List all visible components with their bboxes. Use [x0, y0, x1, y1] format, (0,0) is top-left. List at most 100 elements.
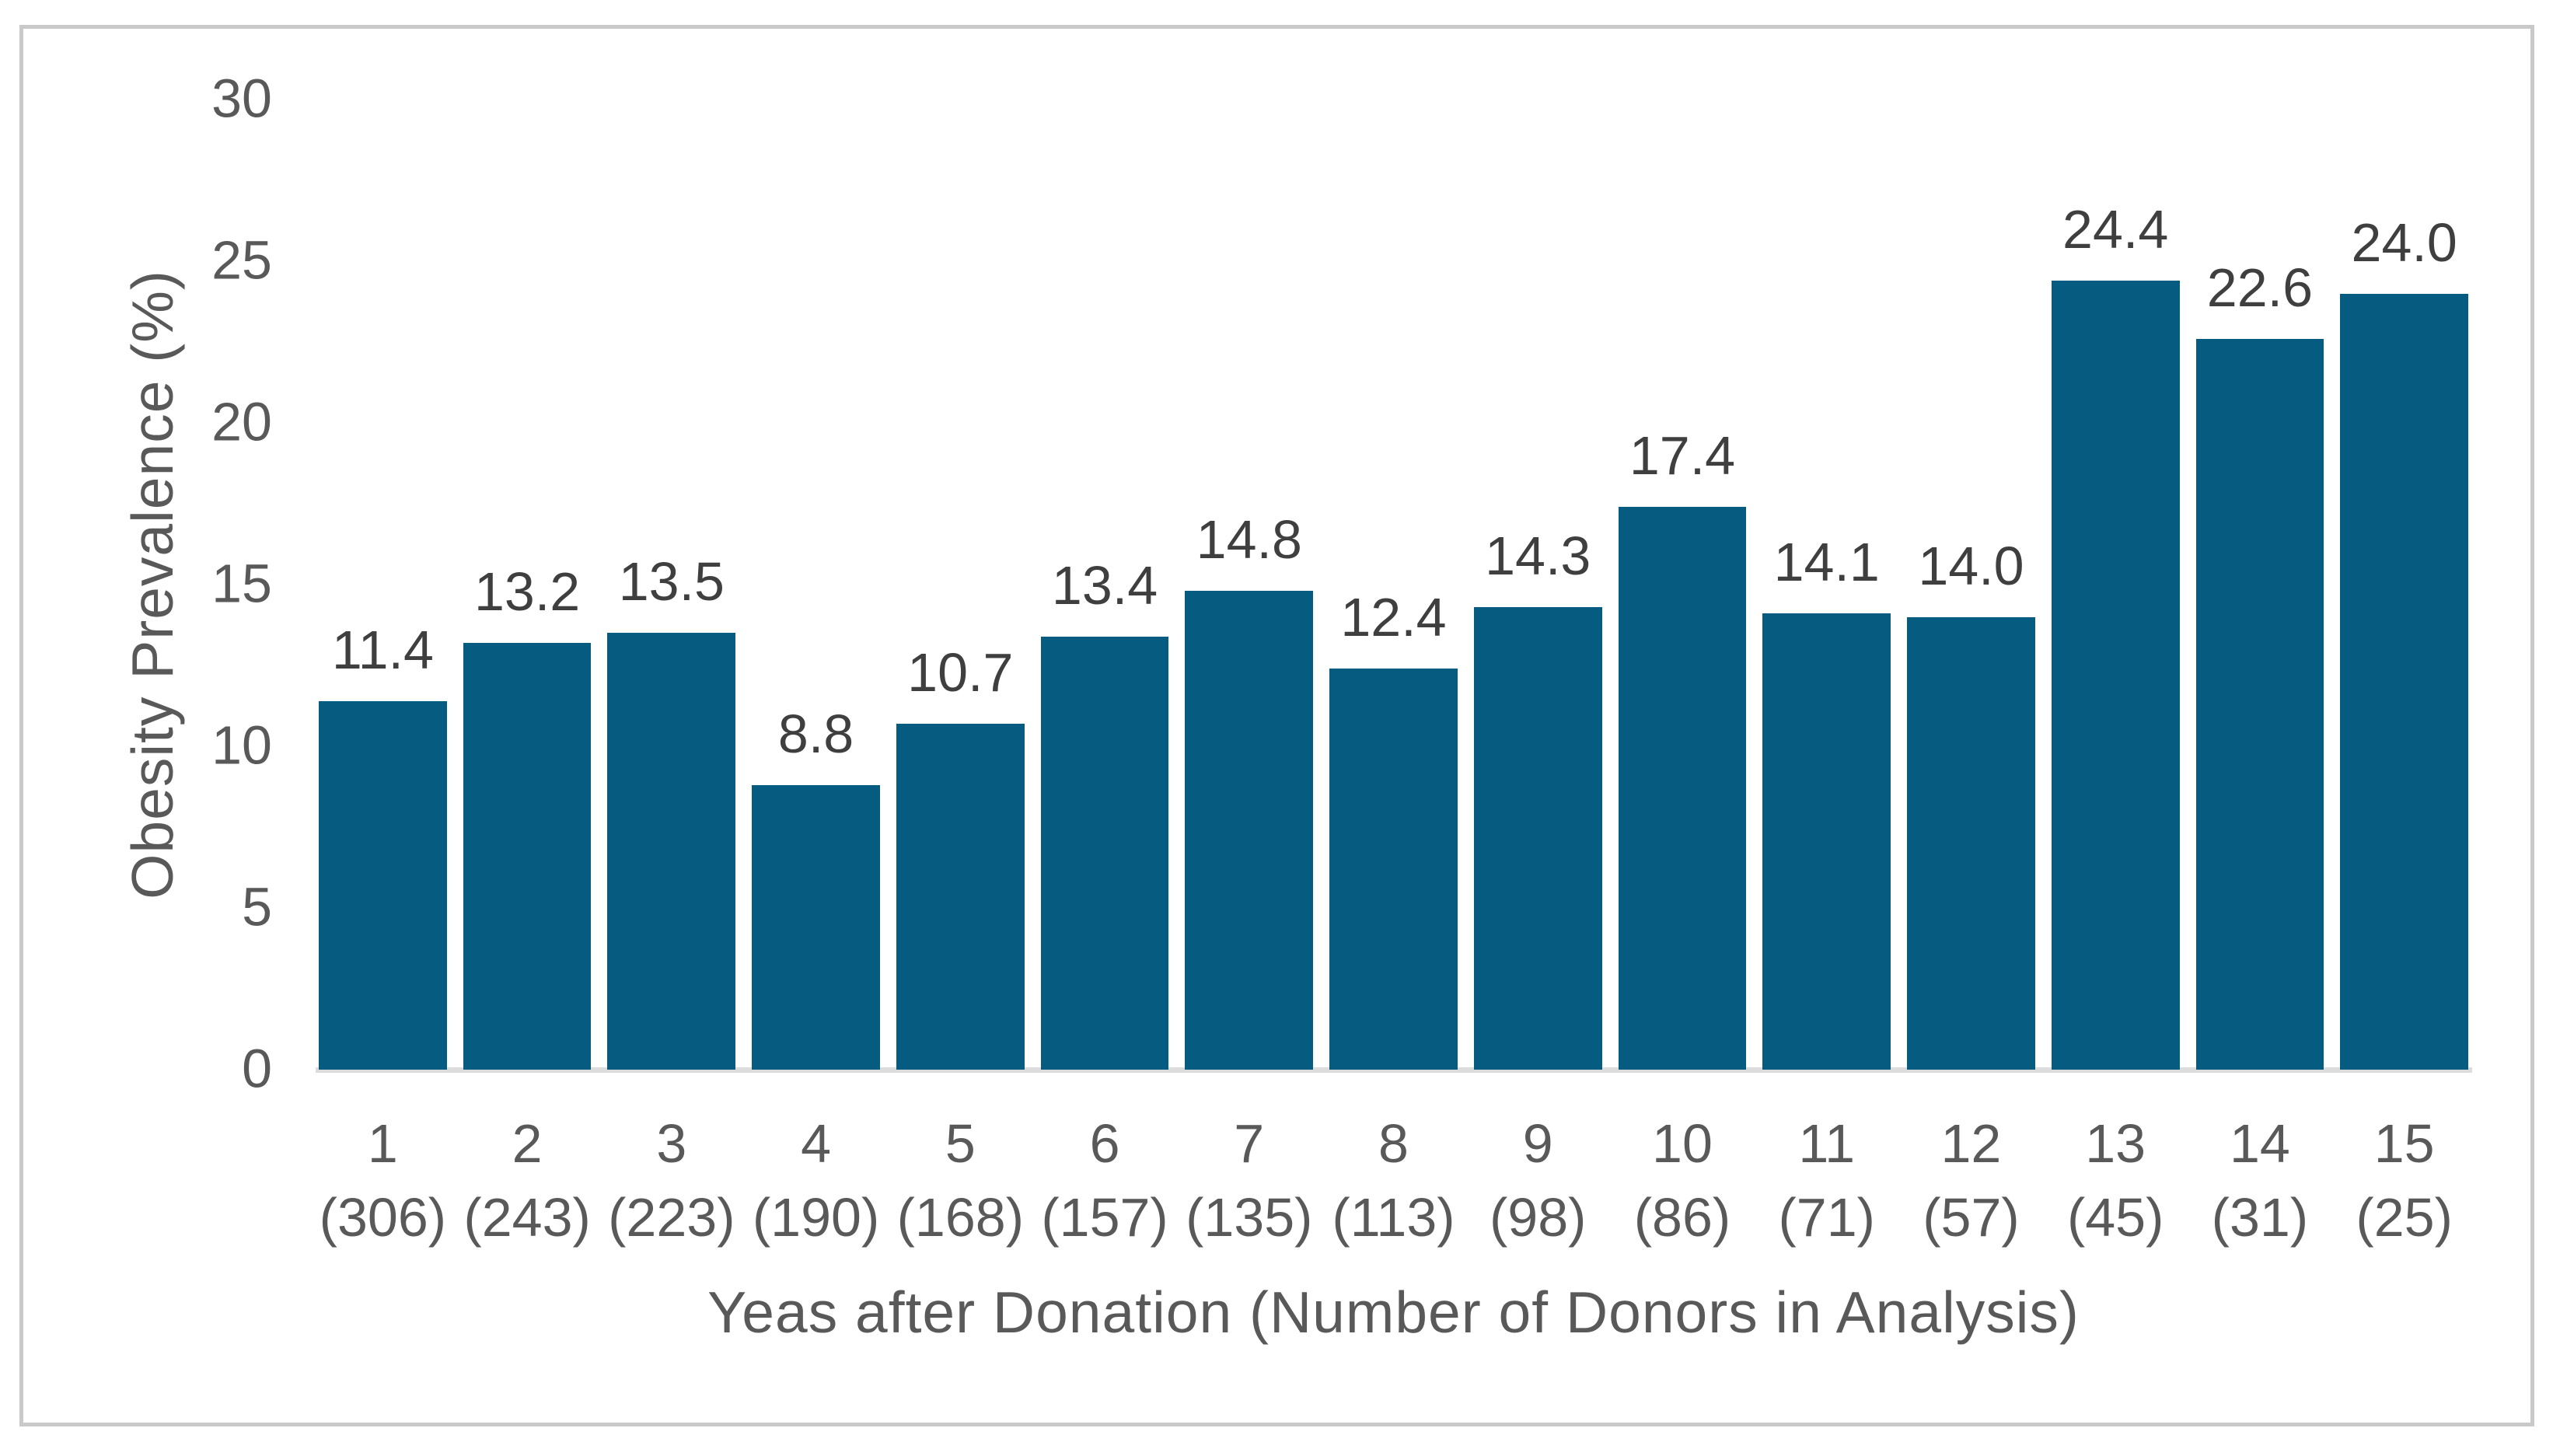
- bar-value-label: 14.8: [1196, 509, 1302, 571]
- bar: [752, 784, 880, 1070]
- y-tick-label: 20: [211, 391, 272, 452]
- x-tick-label: 3 (223): [607, 1107, 735, 1255]
- y-tick-label: 5: [242, 876, 272, 937]
- bar-column: 13.5: [607, 100, 736, 1070]
- x-tick-donor-count: (306): [319, 1187, 447, 1248]
- x-tick-label: 8 (113): [1329, 1107, 1458, 1255]
- bar-value-label: 8.8: [777, 703, 854, 764]
- bar-value-label: 24.0: [2351, 211, 2457, 273]
- y-axis-tick-labels: 0 5 10 15 20 25 30: [0, 0, 272, 1456]
- bar-column: 11.4: [319, 100, 447, 1070]
- x-tick-donor-count: (190): [752, 1187, 880, 1248]
- x-tick-label: 4 (190): [752, 1107, 880, 1255]
- x-tick-donor-count: (86): [1633, 1187, 1731, 1248]
- bar-column: 13.2: [463, 100, 592, 1070]
- x-tick-label: 11 (71): [1762, 1107, 1891, 1255]
- x-tick-year: 10: [1652, 1113, 1713, 1174]
- x-tick-donor-count: (31): [2211, 1187, 2309, 1248]
- bar-column: 8.8: [752, 100, 880, 1070]
- bar-value-label: 10.7: [907, 641, 1014, 703]
- bar: [607, 633, 736, 1070]
- x-tick-donor-count: (135): [1186, 1187, 1313, 1248]
- bar-value-label: 13.4: [1051, 554, 1158, 616]
- x-axis-category-labels: 1 (306) 2 (243) 3 (223) 4 (190) 5 (168) 6 (157) 7 (13…: [319, 1107, 2468, 1255]
- bar: [1329, 669, 1458, 1070]
- x-tick-year: 8: [1378, 1113, 1409, 1174]
- x-tick-donor-count: (113): [1332, 1187, 1455, 1248]
- bar-value-label: 14.0: [1918, 535, 2024, 596]
- bar-value-label: 14.1: [1773, 532, 1880, 593]
- bar-column: 10.7: [896, 100, 1025, 1070]
- x-tick-donor-count: (98): [1490, 1187, 1587, 1248]
- chart-border-frame: [19, 25, 2534, 1426]
- bar: [2340, 293, 2469, 1070]
- bar-column: 22.6: [2195, 100, 2324, 1070]
- bar-value-label: 22.6: [2206, 257, 2314, 318]
- x-axis-title: Yeas after Donation (Number of Donors in…: [707, 1280, 2080, 1345]
- bar-value-label: 24.4: [2062, 198, 2169, 260]
- x-tick-donor-count: (57): [1923, 1187, 2020, 1248]
- x-tick-year: 1: [367, 1113, 398, 1174]
- bar: [1185, 591, 1314, 1070]
- x-tick-donor-count: (168): [896, 1187, 1025, 1248]
- bar-column: 13.4: [1040, 100, 1169, 1070]
- x-tick-year: 3: [656, 1113, 687, 1174]
- bar: [2051, 280, 2180, 1070]
- x-axis-line: [316, 1067, 2472, 1073]
- bar-column: 14.8: [1185, 100, 1314, 1070]
- bar-column: 24.4: [2051, 100, 2180, 1070]
- x-tick-label: 9 (98): [1474, 1107, 1602, 1255]
- x-tick-year: 6: [1089, 1113, 1120, 1174]
- x-tick-year: 11: [1798, 1113, 1856, 1174]
- bar: [2195, 338, 2324, 1070]
- bars-plot-area: 11.4 13.2 13.5 8.8 10.7 13.4 14.8 12.4 14.3 17.4 1…: [319, 100, 2469, 1070]
- x-tick-label: 12 (57): [1907, 1107, 2035, 1255]
- x-tick-donor-count: (223): [608, 1187, 735, 1248]
- bar-column: 14.1: [1762, 100, 1891, 1070]
- bar: [463, 642, 592, 1070]
- x-tick-label: 14 (31): [2196, 1107, 2324, 1255]
- x-tick-year: 15: [2373, 1113, 2435, 1174]
- x-tick-year: 14: [2229, 1113, 2290, 1174]
- x-tick-donor-count: (243): [463, 1187, 591, 1248]
- bar: [1907, 616, 2035, 1070]
- bar-value-label: 17.4: [1629, 425, 1736, 487]
- x-tick-year: 5: [945, 1113, 976, 1174]
- bar-column: 14.3: [1473, 100, 1602, 1070]
- bar: [1040, 636, 1169, 1070]
- y-tick-label: 0: [242, 1038, 272, 1099]
- bar-column: 24.0: [2340, 100, 2469, 1070]
- x-tick-donor-count: (45): [2066, 1187, 2164, 1248]
- x-tick-donor-count: (25): [2356, 1187, 2453, 1248]
- y-tick-label: 10: [211, 714, 272, 776]
- x-tick-year: 2: [512, 1113, 543, 1174]
- bar: [319, 700, 447, 1070]
- x-tick-label: 5 (168): [896, 1107, 1025, 1255]
- x-tick-label: 2 (243): [463, 1107, 592, 1255]
- bar-column: 12.4: [1329, 100, 1458, 1070]
- y-tick-label: 25: [211, 229, 272, 291]
- x-tick-year: 12: [1940, 1113, 2002, 1174]
- x-tick-year: 9: [1522, 1113, 1553, 1174]
- bar-column: 17.4: [1618, 100, 1747, 1070]
- bar: [1618, 507, 1747, 1070]
- bar-value-label: 13.5: [618, 551, 725, 613]
- x-tick-year: 13: [2085, 1113, 2146, 1174]
- bar-value-label: 13.2: [473, 560, 581, 622]
- bar-value-label: 14.3: [1485, 525, 1591, 587]
- x-tick-year: 7: [1234, 1113, 1265, 1174]
- bar-column: 14.0: [1907, 100, 2035, 1070]
- bar: [896, 723, 1025, 1070]
- x-tick-label: 10 (86): [1619, 1107, 1747, 1255]
- x-tick-donor-count: (71): [1778, 1187, 1875, 1248]
- x-tick-label: 7 (135): [1185, 1107, 1313, 1255]
- x-tick-year: 4: [801, 1113, 832, 1174]
- x-tick-label: 6 (157): [1041, 1107, 1169, 1255]
- bar-value-label: 11.4: [331, 619, 434, 680]
- x-tick-donor-count: (157): [1041, 1187, 1168, 1248]
- bar-value-label: 12.4: [1340, 587, 1447, 648]
- bar: [1473, 607, 1602, 1070]
- x-tick-label: 15 (25): [2340, 1107, 2468, 1255]
- y-tick-label: 30: [211, 68, 272, 129]
